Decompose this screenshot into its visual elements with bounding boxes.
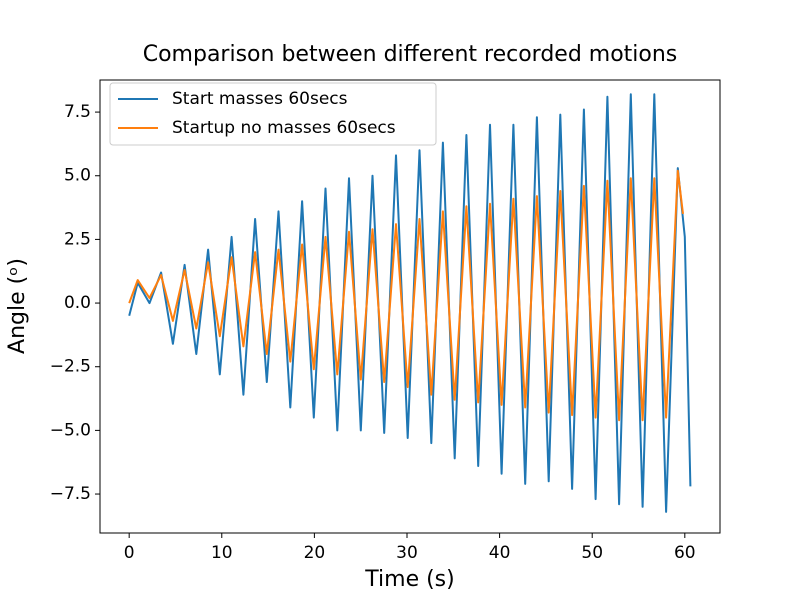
y-tick-label: 5.0 <box>64 166 91 186</box>
x-tick-label: 30 <box>396 543 418 563</box>
y-tick-label: −2.5 <box>50 357 91 377</box>
plot-frame <box>99 79 721 534</box>
x-tick-label: 40 <box>489 543 511 563</box>
chart-title: Comparison between different recorded mo… <box>143 42 678 67</box>
x-tick-label: 0 <box>124 543 135 563</box>
x-tick-label: 20 <box>304 543 326 563</box>
legend-label: Startup no masses 60secs <box>172 118 396 138</box>
legend-label: Start masses 60secs <box>172 89 348 109</box>
x-axis-label: Time (s) <box>364 567 454 592</box>
y-tick-label: −7.5 <box>50 484 91 504</box>
legend-box <box>109 82 437 146</box>
y-tick-label: −5.0 <box>50 420 91 440</box>
y-tick-label: 2.5 <box>64 229 91 249</box>
series-line <box>128 169 684 422</box>
y-axis-label: Angle (ᵒ) <box>5 258 30 354</box>
x-tick-label: 10 <box>211 543 233 563</box>
y-tick-label: 7.5 <box>64 102 91 122</box>
x-tick-label: 60 <box>674 543 696 563</box>
x-tick-label: 50 <box>581 543 603 563</box>
y-tick-label: 0.0 <box>64 293 91 313</box>
